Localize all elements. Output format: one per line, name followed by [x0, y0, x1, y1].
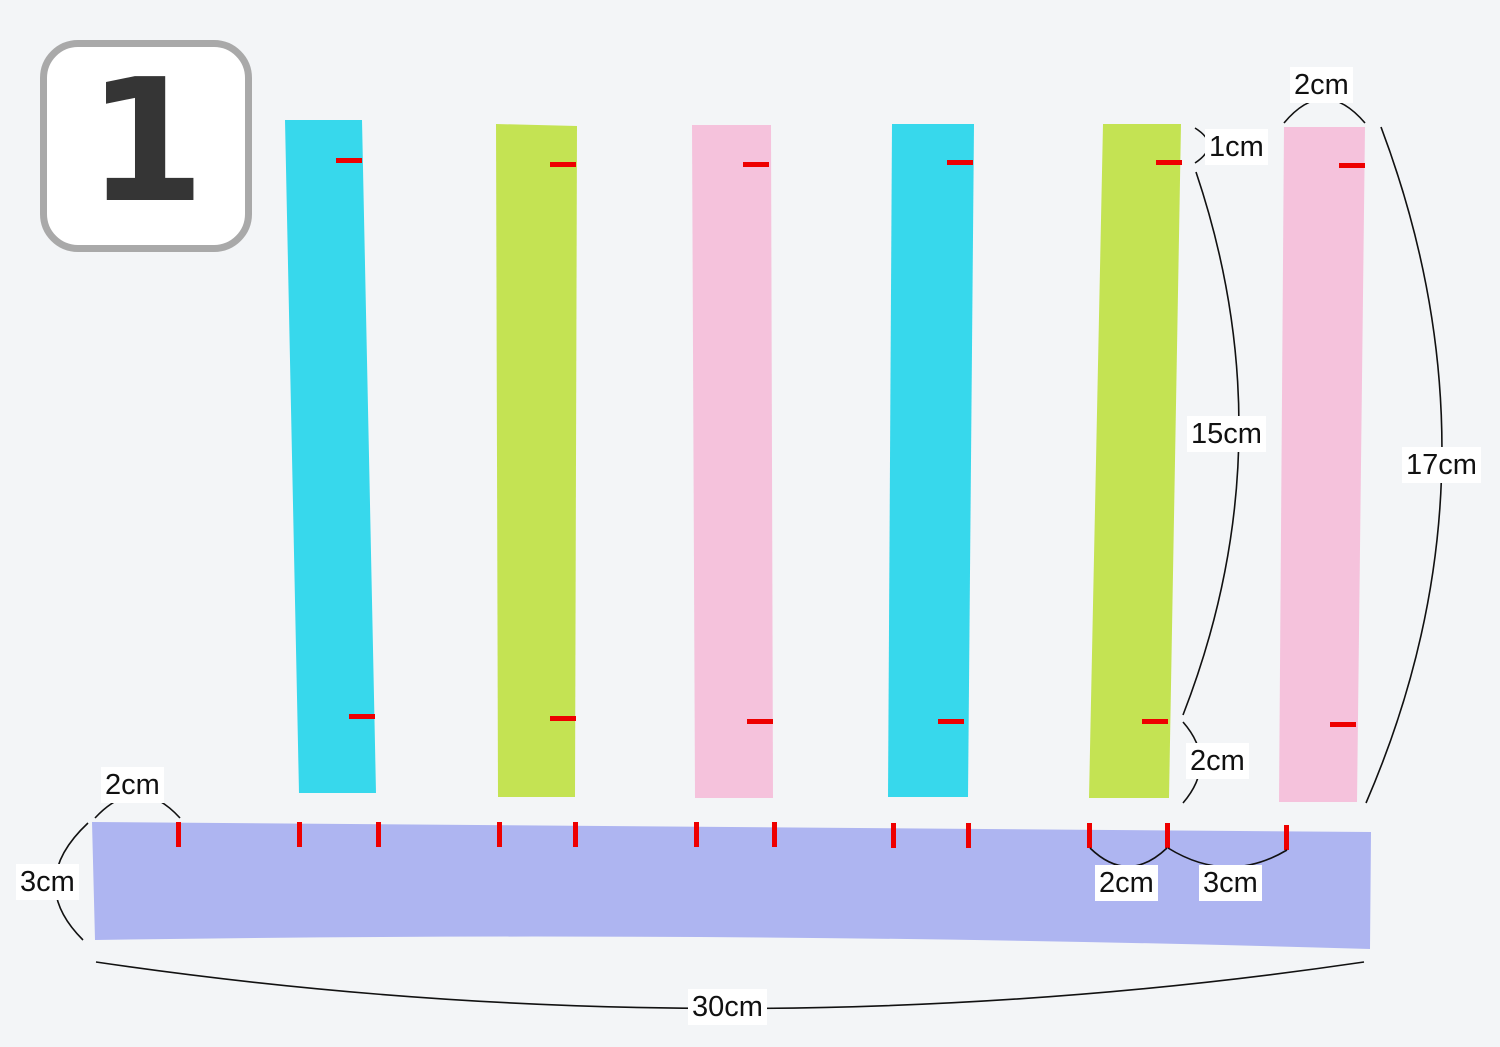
cyan-strip-2 [888, 124, 974, 797]
base-mark [376, 822, 381, 847]
strip-mark [947, 160, 973, 165]
step-number-box: 1 [40, 40, 252, 252]
strip-marks [336, 158, 1365, 727]
step-number: 1 [86, 43, 206, 241]
strip-mark [336, 158, 362, 163]
base-gap-2-label: 2cm [1095, 865, 1158, 901]
bottom-margin-label: 2cm [1186, 743, 1249, 779]
base-mark [1165, 823, 1170, 848]
base-gap-3-label: 3cm [1199, 865, 1262, 901]
base-mark [966, 823, 971, 848]
strip-mark [550, 162, 576, 167]
strip-mark [1330, 722, 1356, 727]
base-first-gap-label: 2cm [101, 767, 164, 803]
strip-mark [1156, 160, 1182, 165]
strip-mark [349, 714, 375, 719]
base-height-label: 3cm [16, 864, 79, 900]
strip-mark [747, 719, 773, 724]
green-strip-1 [496, 124, 577, 797]
cyan-strip-1 [285, 120, 376, 793]
top-margin-label: 1cm [1205, 129, 1268, 165]
base-strip [92, 822, 1371, 949]
base-mark [1087, 823, 1092, 848]
strip-mark [938, 719, 964, 724]
pink-strip-1 [692, 125, 773, 798]
base-marks [176, 822, 1289, 850]
green-strip-2 [1089, 124, 1181, 798]
base-mark [573, 822, 578, 847]
strip-length-label: 17cm [1402, 447, 1481, 483]
strip-mark [743, 162, 769, 167]
base-mark [1284, 825, 1289, 850]
strip-width-label: 2cm [1290, 67, 1353, 103]
base-mark [176, 822, 181, 847]
strip-mark [550, 716, 576, 721]
strip-mark [1339, 163, 1365, 168]
base-mark [297, 822, 302, 847]
base-mark [694, 822, 699, 847]
pink-strip-2 [1279, 127, 1365, 802]
strip-mark [1142, 719, 1168, 724]
base-mark [497, 822, 502, 847]
base-mark [891, 823, 896, 848]
mark-spacing-label: 15cm [1187, 416, 1266, 452]
base-length-label: 30cm [688, 989, 767, 1025]
base-mark [772, 822, 777, 847]
